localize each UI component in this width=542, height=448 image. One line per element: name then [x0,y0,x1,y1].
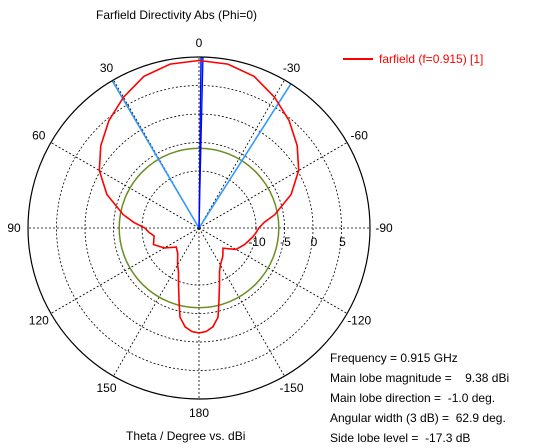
info-value: 9.38 dBi [465,371,510,385]
grid-spoke [198,227,285,377]
angle-label: -30 [283,61,301,75]
angle-label: -90 [375,221,393,235]
beam-line [198,83,292,229]
angle-label: 30 [100,61,114,75]
angle-label: 0 [196,36,203,50]
info-value: -1.0 deg. [447,391,496,405]
radial-tick-label: 5 [339,235,346,249]
reference-circle [118,147,280,309]
radial-tick-label: -5 [280,235,291,249]
info-label: Side lobe level = [330,431,426,445]
results-panel: Frequency = 0.915 GHz Main lobe magnitud… [330,348,509,448]
axis-caption: Theta / Degree vs. dBi [126,429,246,443]
legend: farfield (f=0.915) [1] [343,52,483,66]
info-label: Frequency = [330,351,401,365]
radial-tick-label: 0 [311,235,318,249]
info-value: 0.915 GHz [400,351,458,365]
outer-circle [27,56,371,400]
angle-label: 150 [96,381,116,395]
angle-label: 60 [32,129,46,143]
grid-spoke [50,227,200,314]
info-row-frequency: Frequency = 0.915 GHz [330,348,509,368]
info-value: 62.9 deg. [455,411,506,425]
series-line [98,59,300,334]
info-label: Main lobe magnitude = [330,371,466,385]
main-lobe-marker [198,57,202,229]
angle-label: 180 [189,406,209,420]
legend-label: farfield (f=0.915) [1] [379,52,484,66]
info-row-side-lobe-level: Side lobe level = -17.3 dB [330,428,509,448]
angle-label: -60 [351,129,369,143]
info-value: -17.3 dB [425,431,471,445]
radial-tick-label: -10 [248,235,266,249]
grid-spoke [50,142,200,229]
chart-title: Farfield Directivity Abs (Phi=0) [96,8,258,22]
grid-spoke [198,79,285,229]
angle-label: 90 [7,221,21,235]
grid-spoke [113,227,200,377]
angle-label: 120 [29,314,49,328]
grid-circle [56,85,342,371]
beam-line [111,80,200,229]
info-row-main-lobe-direction: Main lobe direction = -1.0 deg. [330,388,509,408]
legend-swatch [343,58,373,60]
angle-label: -150 [279,381,303,395]
info-label: Main lobe direction = [330,391,448,405]
info-row-main-lobe-magnitude: Main lobe magnitude = 9.38 dBi [330,368,509,388]
grid-spoke [198,142,348,229]
info-label: Angular width (3 dB) = [330,411,456,425]
grid-spoke [198,227,348,314]
info-row-angular-width: Angular width (3 dB) = 62.9 deg. [330,408,509,428]
angle-label: -120 [347,314,371,328]
